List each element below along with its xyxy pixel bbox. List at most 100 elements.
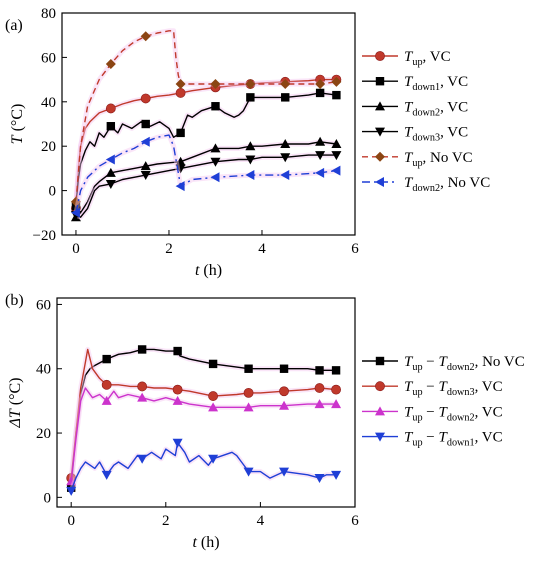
- data-point: [280, 170, 290, 181]
- data-point: [314, 399, 325, 409]
- legend-label: Tdown2, No VC: [404, 175, 490, 194]
- data-point: [279, 400, 290, 410]
- legend-marker: [375, 77, 385, 86]
- y-tick-label: 60: [36, 297, 51, 313]
- series-4: [66, 438, 342, 496]
- data-point: [137, 454, 148, 464]
- data-point: [332, 90, 341, 100]
- y-tick-label: 0: [44, 490, 52, 506]
- data-point: [176, 128, 185, 138]
- y-axis-label: T (°C): [9, 104, 26, 145]
- data-point: [279, 386, 289, 397]
- data-point: [102, 354, 111, 364]
- data-point: [175, 156, 186, 166]
- data-point: [244, 364, 253, 373]
- legend-label: Tup, No VC: [404, 150, 473, 169]
- data-point: [315, 79, 326, 90]
- legend: Tup, VC Tdown1, VC Tdown2, VC Tdown3, VC Tup…: [362, 49, 490, 194]
- data-point: [172, 438, 183, 448]
- legend-label: Tup − Tdown1, VC: [404, 430, 503, 449]
- series-line-halo: [68, 440, 337, 492]
- legend-marker: [375, 356, 385, 366]
- data-point: [175, 164, 186, 174]
- data-point: [279, 364, 289, 373]
- legend: Tup − Tdown2, No VC Tup − Tdown3, VC Tup −…: [362, 354, 525, 449]
- x-tick-label: 6: [351, 241, 359, 257]
- data-point: [101, 470, 112, 480]
- series-line: [75, 154, 337, 218]
- y-axis-label: ΔT (°C): [7, 377, 24, 428]
- data-point: [105, 154, 115, 165]
- data-point: [331, 399, 342, 409]
- plot-frame: [56, 297, 356, 508]
- data-point: [140, 31, 151, 42]
- x-tick-label: 4: [257, 513, 265, 529]
- series-5: [70, 28, 342, 207]
- legend-label: Tdown2, VC: [404, 99, 468, 118]
- data-point: [175, 88, 186, 98]
- legend-marker: [375, 101, 385, 111]
- data-point: [331, 470, 342, 480]
- data-point: [208, 454, 219, 464]
- data-point: [314, 474, 325, 484]
- data-point: [331, 138, 342, 148]
- x-tick-label: 0: [72, 241, 80, 257]
- y-tick-label: −20: [33, 228, 56, 244]
- data-point: [66, 486, 77, 496]
- y-tick-label: 60: [41, 50, 56, 66]
- legend-label: Tup − Tdown2, VC: [404, 404, 503, 423]
- x-tick-label: 4: [258, 241, 266, 257]
- legend-label: Tdown3, VC: [404, 125, 468, 144]
- data-point: [211, 102, 220, 111]
- data-point: [175, 79, 186, 90]
- y-tick-label: 40: [41, 95, 56, 111]
- data-point: [331, 366, 341, 375]
- data-point: [331, 165, 341, 176]
- data-point: [281, 93, 290, 102]
- legend-label: Tup − Tdown3, VC: [404, 379, 503, 398]
- data-point: [243, 467, 254, 477]
- data-point: [172, 384, 183, 395]
- series-3: [70, 136, 342, 222]
- data-point: [245, 170, 255, 181]
- series-line: [75, 92, 337, 207]
- y-tick-label: 80: [41, 6, 56, 22]
- x-tick-label: 2: [165, 241, 173, 257]
- y-tick-label: 0: [49, 184, 57, 200]
- data-point: [280, 79, 291, 90]
- data-point: [314, 383, 325, 393]
- data-point: [246, 93, 255, 102]
- data-point: [172, 395, 183, 405]
- series-line-halo: [74, 152, 337, 220]
- data-point: [315, 136, 326, 146]
- legend-marker: [375, 406, 385, 416]
- data-point: [137, 381, 148, 392]
- data-point: [70, 207, 80, 218]
- data-point: [280, 138, 291, 148]
- plot-frame: [61, 12, 356, 236]
- data-point: [279, 467, 290, 477]
- data-point: [105, 103, 116, 114]
- data-point: [245, 141, 256, 151]
- data-point: [105, 179, 116, 189]
- series-line: [75, 78, 337, 209]
- series-line: [70, 387, 337, 482]
- legend-marker: [375, 381, 385, 392]
- panel-a: 0 2 4 6 −20 0 20 40 60 80 t (h) T (°C) (a) Tup, VC Tdo…: [5, 6, 490, 279]
- data-point: [331, 76, 342, 87]
- legend-marker: [375, 51, 385, 61]
- data-point: [210, 172, 220, 183]
- data-point: [208, 402, 219, 412]
- data-point: [210, 143, 221, 153]
- series-line: [75, 141, 337, 218]
- data-point: [137, 345, 147, 354]
- data-point: [315, 88, 325, 98]
- data-point: [210, 157, 221, 167]
- panel-label: (b): [5, 292, 24, 309]
- x-tick-label: 6: [351, 513, 359, 529]
- data-point: [105, 59, 116, 70]
- series-2: [66, 346, 341, 483]
- y-tick-label: 20: [41, 139, 56, 155]
